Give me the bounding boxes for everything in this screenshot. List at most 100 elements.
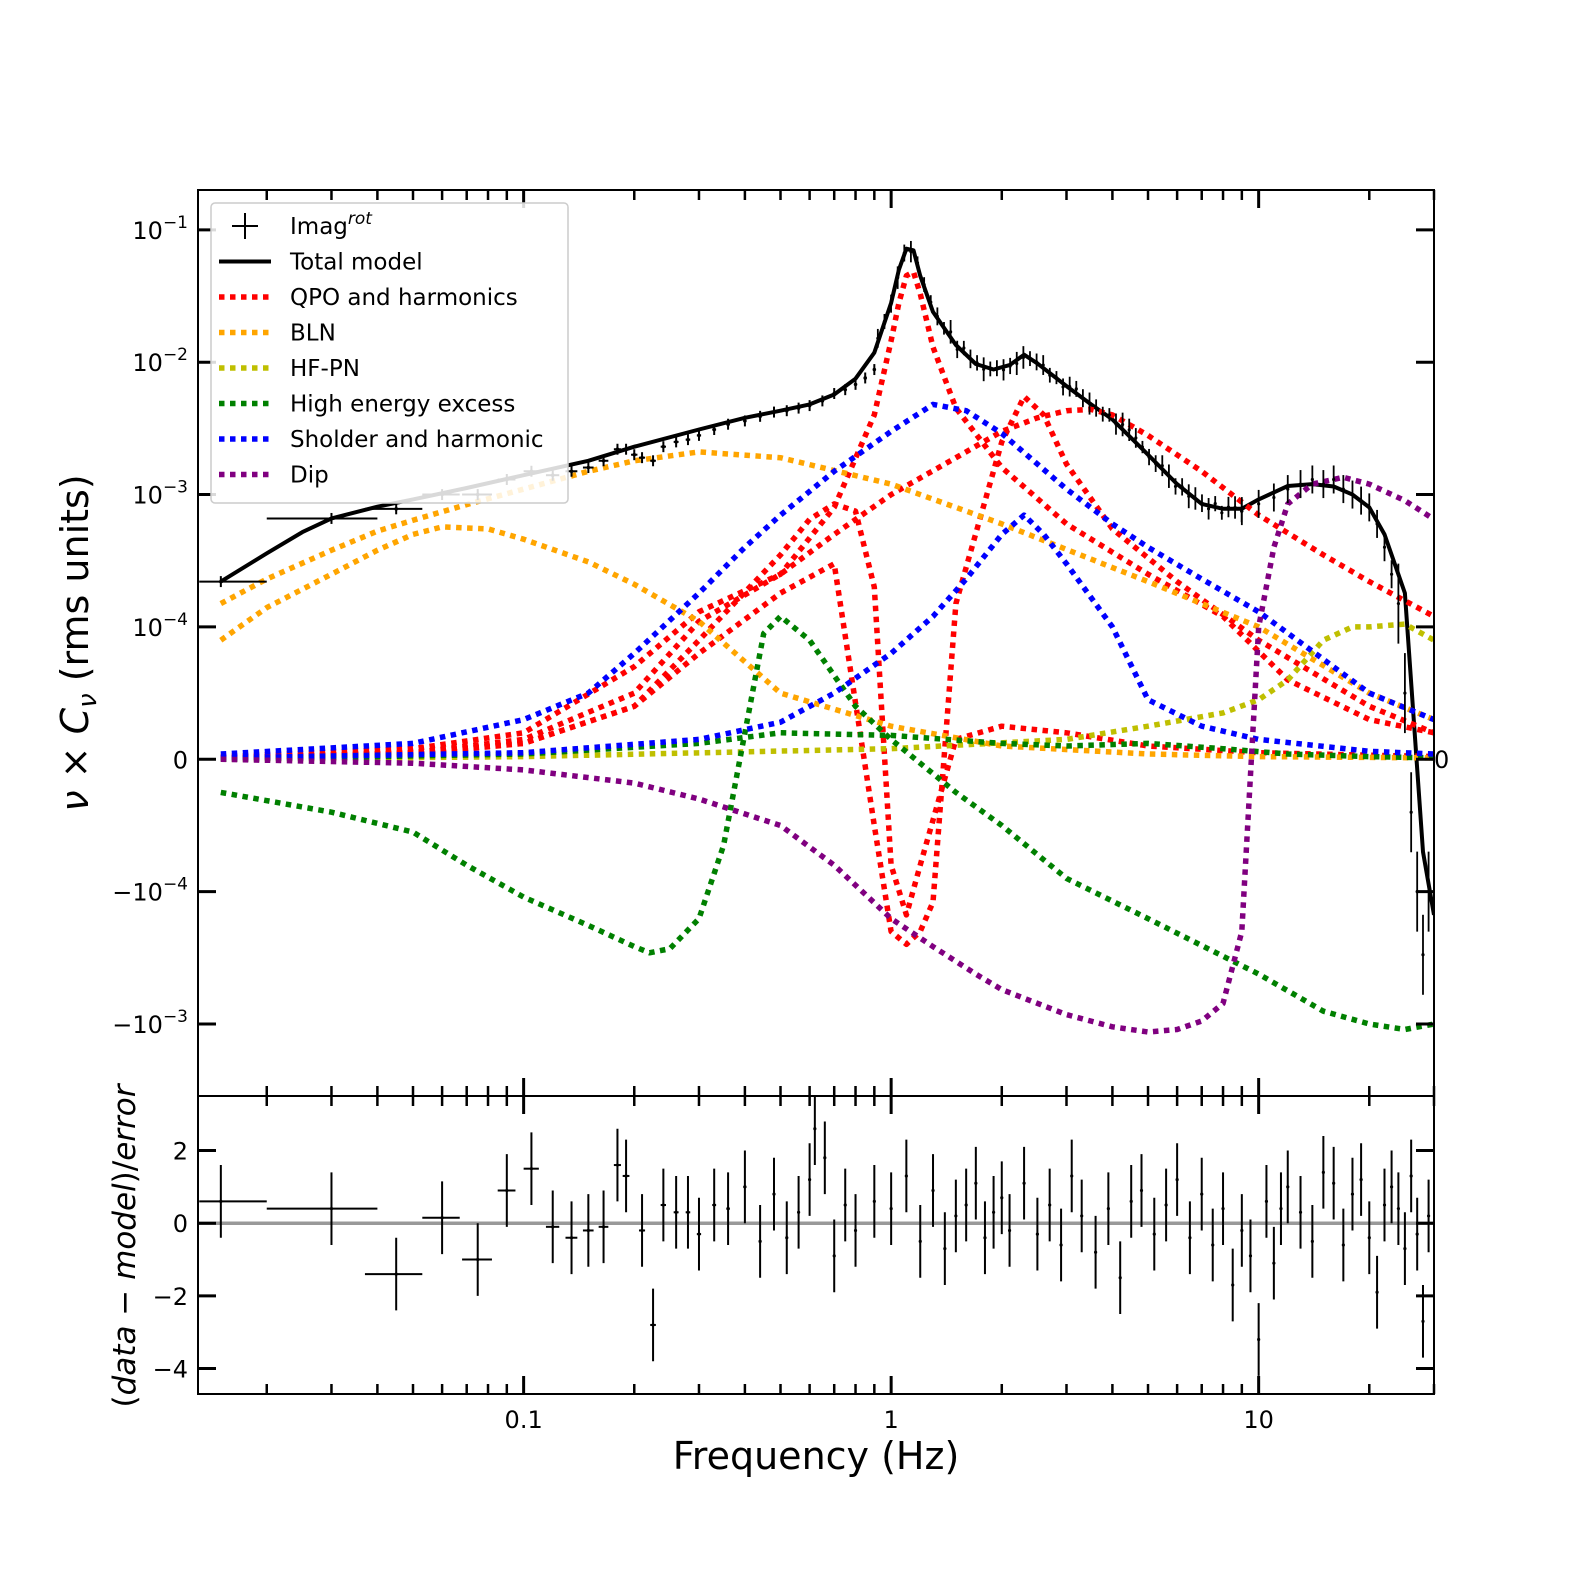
- data-point: [995, 360, 999, 377]
- data-point: [1409, 772, 1413, 853]
- data-point: [673, 436, 679, 448]
- data-point: [902, 244, 906, 262]
- main-ytick-labels: 10−1 10−2 10−3 10−4 0 −10−4 −10−3: [112, 213, 188, 1039]
- data-point: [1061, 378, 1065, 396]
- legend-entry-dip: Dip: [219, 463, 329, 489]
- data-point: [929, 295, 933, 310]
- data-point: [909, 240, 913, 263]
- residual-point: [1106, 1172, 1110, 1245]
- data-point: [638, 452, 646, 464]
- series-hee-9: [220, 730, 1434, 763]
- residual-point: [797, 1175, 801, 1249]
- residual-point: [1211, 1208, 1215, 1282]
- res-y-tick-label: −2: [153, 1283, 188, 1311]
- residual-ytick-labels: 2 0 −2 −4: [153, 1138, 188, 1384]
- data-point: [975, 355, 979, 371]
- legend-entry-qpo: QPO and harmonics: [219, 285, 518, 311]
- legend-label: Sholder and harmonic: [290, 427, 544, 453]
- residual-point: [832, 1219, 836, 1293]
- data-point: [1226, 496, 1231, 518]
- data-point: [1359, 486, 1363, 515]
- res-y-tick-label: −4: [153, 1356, 188, 1384]
- data-point: [1382, 533, 1387, 562]
- residual-point: [1350, 1157, 1355, 1231]
- residual-point: [1080, 1179, 1084, 1253]
- series-hfpn-7: [220, 621, 1434, 763]
- series-bln-5: [219, 449, 1434, 723]
- residual-point: [638, 1194, 646, 1267]
- data-point: [631, 449, 638, 461]
- data-point: [622, 443, 630, 455]
- data-point: [1034, 353, 1039, 371]
- data-point: [832, 388, 837, 399]
- residual-point: [1332, 1146, 1336, 1220]
- data-point: [1048, 367, 1052, 383]
- data-point: [988, 361, 992, 377]
- residual-point: [1359, 1143, 1363, 1216]
- residual-point: [1248, 1219, 1253, 1293]
- data-point: [1028, 351, 1032, 367]
- data-point: [1087, 392, 1092, 415]
- residual-point: [1188, 1201, 1192, 1275]
- data-point: [1160, 455, 1164, 477]
- data-point: [1257, 489, 1261, 518]
- data-point: [882, 314, 887, 329]
- legend-label: High energy excess: [290, 392, 515, 418]
- legend-label: HF-PN: [290, 356, 360, 382]
- residual-point: [545, 1190, 560, 1264]
- residual-panel: 2 0 −2 −4 0.1 1 10 (data − model)/error Frequ…: [107, 1082, 1436, 1478]
- residual-point: [758, 1205, 762, 1278]
- data-point: [1021, 346, 1025, 369]
- data-point: [1350, 480, 1355, 509]
- residual-point: [1240, 1194, 1244, 1267]
- data-point: [1015, 351, 1019, 376]
- data-point: [1140, 440, 1145, 454]
- residual-point: [1321, 1135, 1325, 1209]
- data-point: [1134, 428, 1138, 448]
- model-curves: [219, 246, 1434, 1035]
- data-point: [853, 378, 858, 390]
- res-y-tick-label: 0: [173, 1210, 188, 1238]
- residual-point: [853, 1194, 858, 1267]
- legend-label: BLN: [290, 321, 336, 347]
- data-point: [1081, 389, 1085, 408]
- legend-label: Dip: [290, 463, 329, 489]
- residual-point: [1175, 1143, 1179, 1216]
- data-point: [1200, 494, 1204, 513]
- data-point: [820, 395, 825, 407]
- y-tick-label: −10−3: [112, 1007, 188, 1039]
- residual-point: [622, 1139, 630, 1213]
- legend-box: [210, 202, 569, 504]
- y-tick-label: 10−4: [132, 610, 188, 642]
- legend-entry-hee: High energy excess: [219, 392, 515, 418]
- data-point: [685, 434, 691, 446]
- residual-point: [918, 1205, 922, 1278]
- residual-point: [1279, 1172, 1283, 1245]
- data-point: [962, 340, 966, 356]
- data-point: [1107, 408, 1111, 422]
- residual-point: [673, 1175, 679, 1249]
- residual-point: [1007, 1194, 1012, 1267]
- residual-ticks: [198, 1096, 1436, 1394]
- main-right-edge-label: 0: [1434, 746, 1449, 774]
- data-point: [696, 429, 702, 441]
- data-point: [935, 307, 939, 326]
- series-qpo-2: [220, 393, 1434, 948]
- residual-point: [904, 1139, 908, 1213]
- residual-point: [954, 1179, 958, 1253]
- residual-point: [1070, 1139, 1074, 1213]
- legend-entry-total: Total model: [219, 250, 423, 276]
- res-y-tick-label: 2: [173, 1138, 188, 1166]
- residual-point: [199, 1165, 267, 1238]
- data-point: [955, 340, 959, 359]
- series-hee-8: [220, 613, 1434, 1033]
- data-point: [1375, 509, 1379, 538]
- data-point: [922, 277, 926, 292]
- data-point: [1008, 357, 1012, 375]
- residual-point: [1118, 1241, 1122, 1315]
- residual-point: [266, 1172, 378, 1245]
- data-point: [1233, 496, 1237, 519]
- data-point: [1001, 359, 1006, 381]
- data-point: [1068, 376, 1072, 397]
